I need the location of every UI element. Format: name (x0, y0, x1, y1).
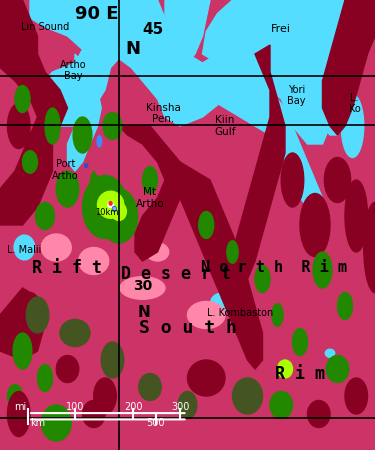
Text: km: km (30, 418, 45, 428)
Ellipse shape (41, 405, 71, 441)
Ellipse shape (188, 360, 225, 396)
Polygon shape (0, 0, 68, 225)
Ellipse shape (278, 360, 292, 378)
Ellipse shape (109, 202, 112, 205)
Ellipse shape (324, 158, 351, 202)
Ellipse shape (41, 234, 71, 261)
Ellipse shape (60, 320, 90, 346)
Ellipse shape (14, 235, 34, 260)
Ellipse shape (73, 117, 92, 153)
Ellipse shape (325, 349, 334, 357)
Text: 30: 30 (133, 279, 152, 293)
Polygon shape (119, 0, 270, 126)
Ellipse shape (56, 171, 79, 207)
Text: 90 E: 90 E (75, 5, 119, 23)
Ellipse shape (338, 292, 352, 320)
Ellipse shape (8, 104, 30, 148)
Ellipse shape (22, 151, 38, 173)
Text: Yori
Bay: Yori Bay (287, 85, 306, 106)
Text: R i m: R i m (275, 365, 325, 383)
Ellipse shape (139, 374, 161, 400)
Ellipse shape (111, 202, 126, 220)
Text: 100: 100 (66, 402, 84, 412)
Ellipse shape (255, 266, 270, 292)
Text: 45: 45 (142, 22, 164, 37)
Text: Frei: Frei (271, 24, 291, 34)
Ellipse shape (270, 392, 292, 418)
Polygon shape (119, 126, 262, 369)
Ellipse shape (100, 189, 138, 243)
Ellipse shape (45, 108, 60, 144)
Polygon shape (68, 54, 101, 171)
Polygon shape (292, 0, 338, 81)
Text: Kinsha
Pen.: Kinsha Pen. (146, 103, 181, 124)
Ellipse shape (26, 297, 49, 333)
Text: L. Malii: L. Malii (7, 245, 42, 255)
Text: 200: 200 (124, 402, 142, 412)
Ellipse shape (326, 356, 349, 382)
Ellipse shape (120, 277, 165, 299)
Ellipse shape (272, 304, 283, 326)
Text: D e s e r t: D e s e r t (121, 265, 231, 283)
Text: N o r t h  R i m: N o r t h R i m (201, 260, 347, 275)
Text: Lin Sound: Lin Sound (21, 22, 69, 32)
Ellipse shape (300, 194, 330, 256)
Ellipse shape (308, 400, 330, 428)
Ellipse shape (8, 385, 22, 407)
Text: N: N (126, 40, 141, 58)
Ellipse shape (364, 202, 375, 292)
Polygon shape (322, 0, 375, 135)
Polygon shape (278, 54, 345, 135)
Text: 300: 300 (171, 402, 189, 412)
Text: N: N (138, 305, 151, 320)
Ellipse shape (94, 378, 116, 414)
Ellipse shape (178, 392, 197, 418)
Ellipse shape (21, 153, 39, 189)
Ellipse shape (227, 241, 238, 263)
Ellipse shape (313, 252, 332, 288)
Text: L. Kombaston: L. Kombaston (207, 308, 273, 318)
Ellipse shape (101, 342, 124, 378)
Ellipse shape (82, 176, 128, 238)
Ellipse shape (113, 207, 116, 210)
Text: Kiin
Gulf: Kiin Gulf (214, 115, 236, 137)
Ellipse shape (108, 202, 113, 207)
Text: S o u t h: S o u t h (139, 319, 236, 337)
Text: mi: mi (15, 402, 27, 412)
Text: Port
Artho: Port Artho (52, 159, 79, 181)
Ellipse shape (345, 378, 368, 414)
Ellipse shape (79, 248, 109, 274)
Ellipse shape (345, 180, 368, 252)
Ellipse shape (142, 166, 158, 194)
Text: Artho
Bay: Artho Bay (60, 60, 86, 81)
Text: R i f t: R i f t (33, 259, 102, 277)
Ellipse shape (85, 164, 88, 167)
Ellipse shape (97, 135, 102, 147)
Ellipse shape (341, 94, 364, 158)
Ellipse shape (232, 378, 262, 414)
Polygon shape (30, 0, 119, 126)
Ellipse shape (211, 292, 239, 310)
Text: 500: 500 (146, 418, 165, 428)
Polygon shape (90, 171, 120, 234)
Ellipse shape (281, 153, 304, 207)
Text: L.
Ko: L. Ko (348, 93, 360, 114)
Ellipse shape (15, 86, 30, 112)
Ellipse shape (103, 112, 122, 140)
Polygon shape (0, 288, 45, 360)
Polygon shape (180, 63, 322, 207)
Ellipse shape (98, 191, 124, 218)
Ellipse shape (82, 400, 105, 428)
Ellipse shape (188, 302, 225, 328)
Ellipse shape (56, 356, 79, 382)
Text: 10km: 10km (95, 208, 118, 217)
Ellipse shape (199, 212, 214, 239)
Polygon shape (202, 0, 375, 144)
Polygon shape (165, 0, 210, 63)
Text: Mt
Artho: Mt Artho (136, 187, 164, 209)
Ellipse shape (146, 243, 169, 261)
Ellipse shape (13, 333, 32, 369)
Ellipse shape (112, 207, 116, 211)
Ellipse shape (8, 392, 30, 436)
